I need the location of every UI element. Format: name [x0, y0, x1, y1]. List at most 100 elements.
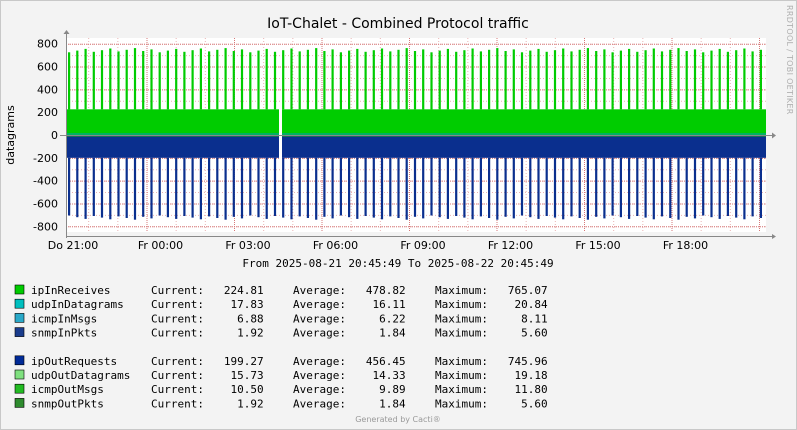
legend-swatch — [14, 398, 25, 408]
in-spike — [282, 50, 285, 110]
out-spike — [216, 157, 219, 218]
out-spike — [743, 157, 746, 220]
in-spike — [133, 48, 137, 110]
out-spike — [652, 157, 655, 220]
out-spike — [413, 157, 417, 217]
in-spike — [471, 48, 474, 110]
out-spike — [586, 157, 589, 220]
in-spike — [603, 49, 606, 110]
out-spike — [158, 157, 161, 216]
out-spike — [405, 157, 408, 220]
in-spike — [718, 48, 721, 110]
in-spike — [92, 51, 95, 110]
in-spike — [735, 50, 738, 110]
legend-current: Current: 17.83 — [151, 298, 264, 311]
out-spike — [397, 157, 400, 218]
out-spike — [726, 157, 729, 216]
in-spike — [68, 52, 71, 110]
in-spike — [628, 48, 631, 110]
y-tick-label: 400 — [37, 83, 58, 96]
out-spike — [463, 157, 466, 218]
legend-swatch — [14, 369, 25, 380]
y-tick-label: -800 — [33, 220, 58, 233]
axes — [60, 30, 776, 239]
in-spike — [380, 48, 384, 110]
out-spike — [636, 157, 639, 216]
out-spike — [257, 157, 260, 218]
out-spike — [669, 157, 672, 218]
rrdtool-watermark: RRDTOOL / TOBI OETIKER — [785, 5, 794, 115]
out-spike — [364, 157, 367, 216]
x-axis-arrow — [772, 132, 776, 139]
out-spike — [504, 157, 507, 217]
out-spike — [282, 157, 285, 218]
out-spike — [290, 157, 293, 220]
out-spike — [208, 157, 211, 217]
legend-maximum: Maximum: 5.60 — [435, 327, 548, 340]
legend: ipInReceives Current: 224.81 Average: 478.… — [14, 284, 548, 410]
in-spike — [348, 50, 351, 110]
out-spike — [232, 157, 235, 217]
in-spike — [117, 51, 120, 110]
in-spike — [364, 51, 367, 110]
in-spike — [545, 51, 548, 110]
legend-average: Average: 478.82 — [293, 284, 406, 297]
out-spike — [685, 157, 688, 217]
in-spike — [84, 48, 87, 110]
in-spike — [562, 48, 565, 110]
in-spike — [339, 52, 342, 110]
y-tick-label: -600 — [33, 197, 58, 210]
in-spike — [636, 51, 639, 110]
in-spike — [315, 48, 318, 110]
in-spike — [652, 48, 655, 110]
in-spike — [479, 51, 482, 110]
out-spike — [603, 157, 606, 219]
legend-series-name: snmpOutPkts — [31, 397, 104, 410]
legend-series-name: icmpInMsgs — [31, 312, 97, 325]
legend-average: Average: 16.11 — [293, 298, 406, 311]
out-spike — [166, 157, 169, 218]
out-spike — [422, 157, 425, 219]
out-spike — [595, 157, 598, 217]
out-spike — [488, 157, 491, 218]
in-spike — [512, 49, 515, 110]
in-spike — [710, 50, 713, 110]
legend-current: Current: 1.92 — [151, 327, 264, 340]
x-tick-label: Fr 00:00 — [138, 239, 183, 252]
out-spike — [611, 157, 614, 216]
out-spike — [570, 157, 573, 217]
in-spike — [240, 49, 244, 110]
out-spike — [125, 157, 128, 218]
x-tick-label: Fr 18:00 — [663, 239, 708, 252]
x-tick-labels: Do 21:00 Fr 00:00 Fr 03:00 Fr 06:00 Fr 09:00… — [48, 239, 708, 252]
legend-series-name: ipOutRequests — [31, 355, 117, 368]
in-spike — [306, 49, 309, 110]
in-spike — [644, 50, 647, 110]
out-spike — [520, 157, 524, 216]
y-axis-arrow — [63, 30, 70, 34]
out-spike — [644, 157, 647, 218]
in-spike — [726, 51, 729, 110]
in-spike — [265, 48, 268, 110]
out-spike — [339, 157, 342, 216]
in-spike — [702, 52, 705, 110]
out-spike — [175, 157, 178, 219]
in-spike — [488, 49, 491, 110]
in-spike — [224, 48, 227, 110]
out-spike — [628, 157, 631, 219]
out-spike — [92, 157, 95, 216]
in-spike — [496, 48, 499, 110]
in-spike — [191, 50, 194, 110]
in-spike — [372, 50, 375, 110]
out-spike — [471, 157, 474, 220]
out-spike — [249, 157, 252, 216]
legend-current: Current: 15.73 — [151, 369, 264, 382]
in-spike — [570, 51, 573, 110]
chart-title: IoT-Chalet - Combined Protocol traffic — [267, 16, 529, 32]
legend-average: Average: 14.33 — [293, 369, 406, 382]
in-spike — [537, 48, 540, 110]
x-tick-label: Fr 09:00 — [400, 239, 445, 252]
legend-swatch — [14, 327, 25, 337]
out-spike — [759, 157, 762, 218]
